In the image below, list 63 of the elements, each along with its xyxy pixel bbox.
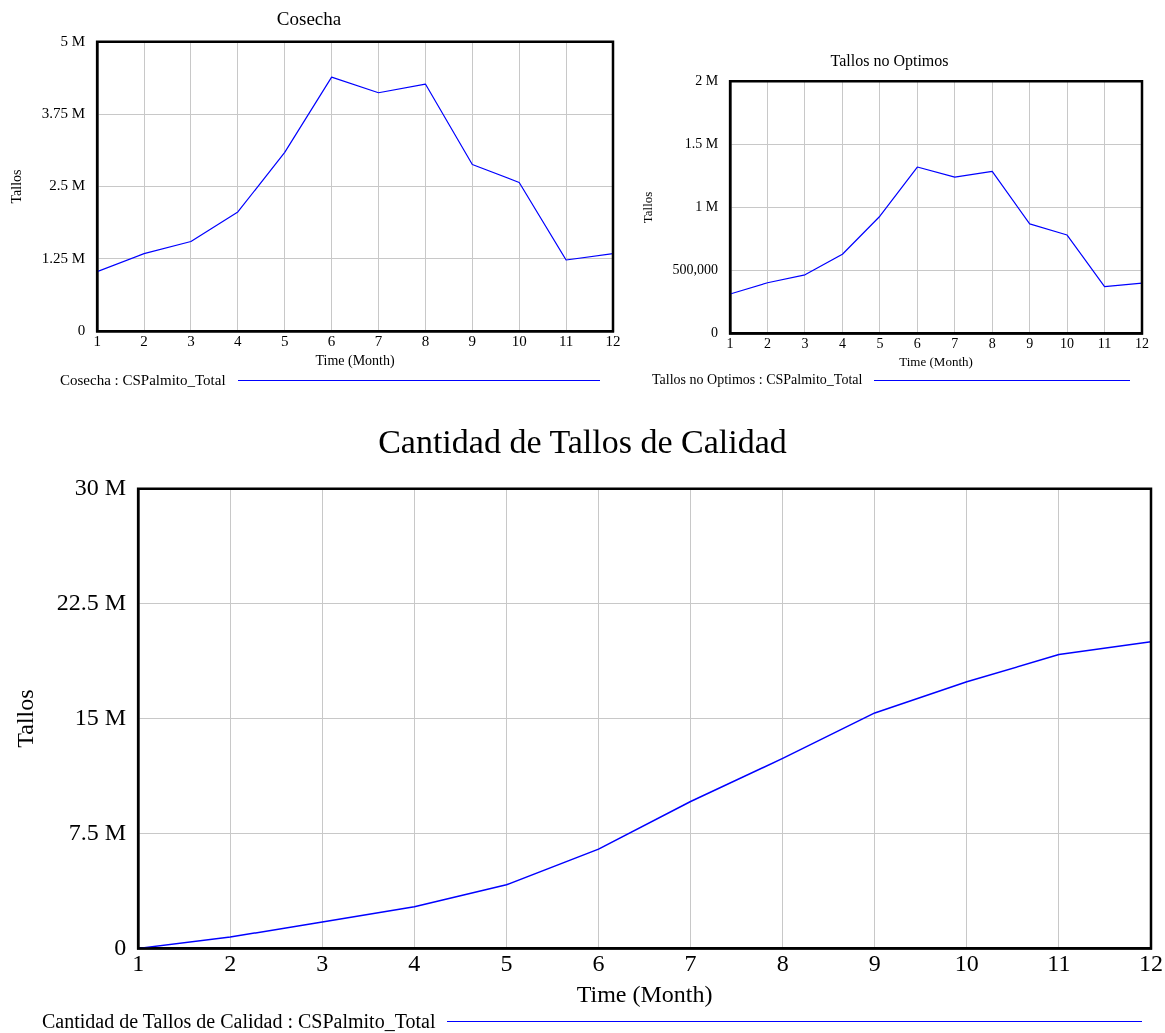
y-tick-label: 7.5 M <box>68 818 127 845</box>
x-axis-title: Time (Month) <box>576 980 713 1007</box>
y-tick-label: 500,000 <box>672 262 719 278</box>
x-tick-label: 7 <box>684 950 697 977</box>
x-tick-label: 2 <box>140 333 148 350</box>
y-tick-label: 5 M <box>60 32 86 49</box>
y-tick-label: 1.5 M <box>684 135 719 151</box>
text: Tallos no Optimos : CSPalmito_Total <box>652 372 863 388</box>
y-tick-label: 0 <box>711 325 719 341</box>
x-tick-label: 9 <box>468 333 477 350</box>
y-axis-title: Tallos <box>11 689 38 748</box>
x-tick-label: 8 <box>421 333 430 350</box>
y-tick-label: 3.75 M <box>41 105 86 122</box>
y-tick-label: 0 <box>77 322 86 339</box>
x-tick-label: 10 <box>511 333 527 350</box>
y-tick-label: 30 M <box>74 474 127 501</box>
x-tick-label: 1 <box>93 333 101 350</box>
x-axis-title: Time (Month) <box>315 353 396 370</box>
y-tick-label: 2.5 M <box>49 177 86 194</box>
x-tick-label: 3 <box>316 950 329 977</box>
x-tick-label: 11 <box>1097 335 1112 351</box>
chart-title: Cosecha <box>276 8 342 30</box>
x-tick-label: 1 <box>726 335 734 351</box>
y-axis-title: Tallos <box>9 169 25 204</box>
x-tick-label: 8 <box>776 950 789 977</box>
x-tick-label: 3 <box>801 335 809 351</box>
x-tick-label: 2 <box>764 335 772 351</box>
chart-title: Cantidad de Tallos de Calidad <box>378 423 787 461</box>
x-tick-label: 12 <box>1135 335 1149 351</box>
x-tick-label: 11 <box>1047 950 1071 977</box>
x-tick-label: 2 <box>224 950 237 977</box>
x-tick-label: 4 <box>234 333 243 350</box>
chart-title: Tallos no Optimos <box>830 51 949 70</box>
x-tick-label: 6 <box>327 333 336 350</box>
x-tick-label: 10 <box>1060 335 1075 351</box>
y-tick-label: 0 <box>114 933 127 960</box>
x-tick-label: 9 <box>868 950 881 977</box>
x-tick-label: 4 <box>838 335 846 351</box>
x-tick-label: 7 <box>951 335 959 351</box>
y-tick-label: 15 M <box>74 703 127 730</box>
x-tick-label: 6 <box>913 335 921 351</box>
x-tick-label: 3 <box>187 333 195 350</box>
x-tick-label: 1 <box>132 950 145 977</box>
text: Cosecha : CSPalmito_Total <box>60 372 226 389</box>
x-tick-label: 6 <box>592 950 605 977</box>
x-tick-label: 12 <box>605 333 621 350</box>
x-tick-label: 11 <box>558 333 574 350</box>
x-tick-label: 4 <box>408 950 421 977</box>
y-tick-label: 22.5 M <box>56 589 127 615</box>
x-tick-label: 9 <box>1026 335 1034 351</box>
y-axis-title: Tallos <box>640 191 656 224</box>
x-tick-label: 8 <box>988 335 996 351</box>
y-tick-label: 1 M <box>695 199 719 215</box>
x-tick-label: 5 <box>876 335 884 351</box>
text: Cantidad de Tallos de Calidad : CSPalmito_Total <box>42 1010 436 1033</box>
x-tick-label: 7 <box>374 333 383 350</box>
x-tick-label: 5 <box>500 950 513 977</box>
x-tick-label: 5 <box>280 333 289 350</box>
x-axis-title: Time (Month) <box>899 353 973 369</box>
x-tick-label: 12 <box>1139 950 1163 977</box>
y-tick-label: 1.25 M <box>41 249 86 266</box>
x-tick-label: 10 <box>954 950 979 977</box>
y-tick-label: 2 M <box>695 72 719 88</box>
